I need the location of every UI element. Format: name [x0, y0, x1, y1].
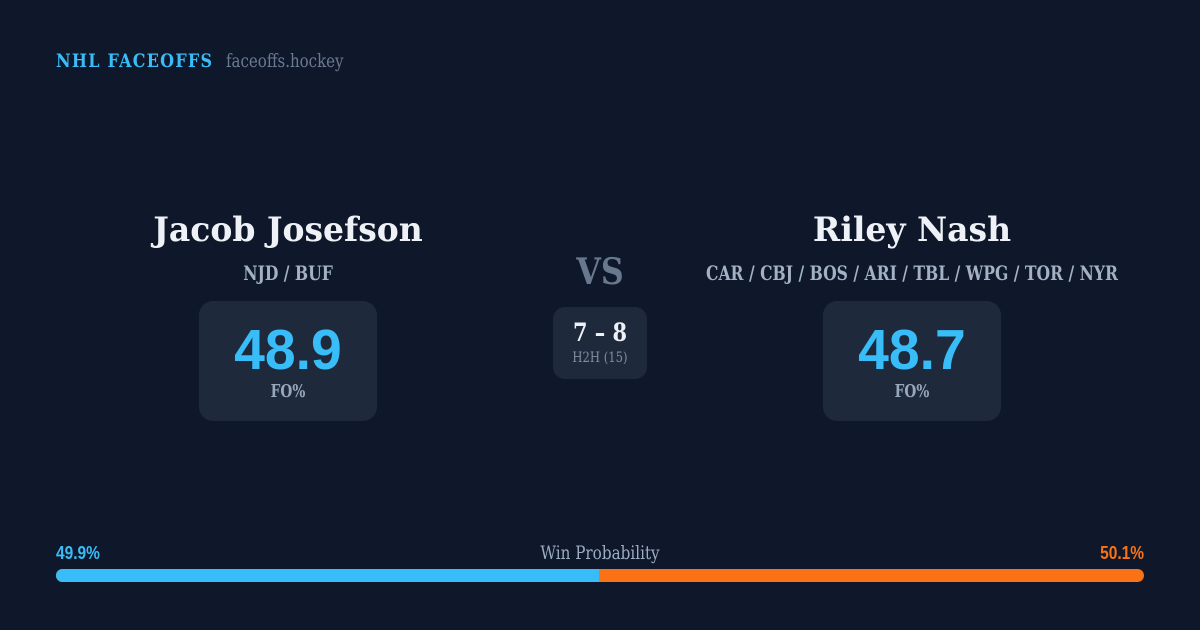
player-left-stat-card — [199, 301, 377, 421]
player-right-column: Riley Nash CAR / CBJ / BOS / ARI / TBL /… — [624, 0, 1200, 630]
win-probability-bar-left-segment — [56, 569, 599, 582]
versus-label: VS — [576, 251, 624, 294]
versus-column: VS 7 – 8 H2H (15) — [500, 0, 700, 630]
h2h-score: 7 – 8 — [572, 317, 628, 348]
h2h-card — [553, 307, 647, 379]
win-probability-bar — [56, 569, 1144, 582]
win-probability-left-pct: 49.9% — [56, 543, 100, 563]
player-right-fo-pct: 48.7 — [858, 317, 966, 382]
player-left-name: Jacob Josefson — [153, 209, 423, 250]
player-right-teams: CAR / CBJ / BOS / ARI / TBL / WPG / TOR … — [706, 261, 1118, 286]
player-left-column: Jacob Josefson NJD / BUF 48.9 FO% — [0, 0, 576, 630]
player-right-stat-card — [823, 301, 1001, 421]
site-domain: faceoffs.hockey — [226, 49, 344, 72]
player-left-fo-label: FO% — [270, 380, 306, 402]
h2h-label: H2H (15) — [572, 350, 628, 367]
player-left-teams: NJD / BUF — [243, 261, 333, 286]
player-right-fo-label: FO% — [894, 380, 930, 402]
player-left-fo-pct: 48.9 — [234, 317, 342, 382]
player-right-name: Riley Nash — [812, 209, 1012, 250]
brand-title: NHL FACEOFFS — [56, 49, 214, 72]
win-probability-title: Win Probability — [540, 541, 660, 564]
win-probability-right-pct: 50.1% — [1100, 543, 1144, 563]
